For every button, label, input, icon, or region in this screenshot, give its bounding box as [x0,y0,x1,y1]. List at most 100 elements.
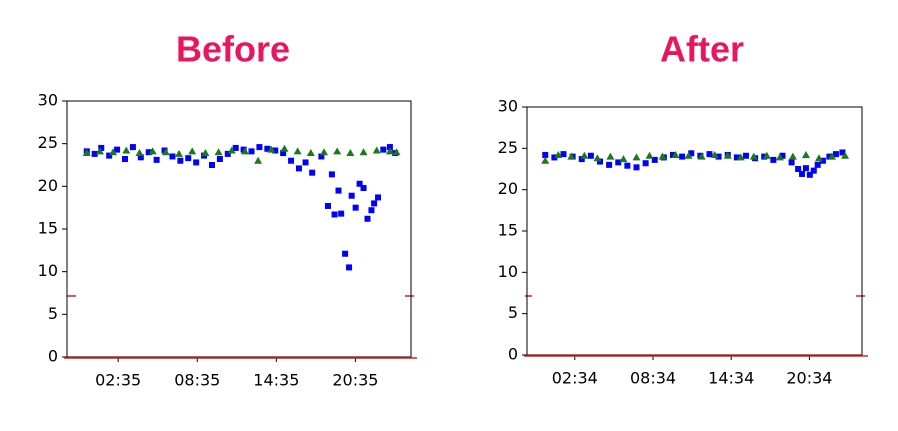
square-point [814,161,821,168]
square-point [806,171,813,178]
square-point [551,154,558,161]
triangle-point [148,147,157,155]
square-point [642,160,649,167]
x-tick-label: 02:34 [552,369,598,388]
square-point [137,154,144,161]
square-point [342,250,349,257]
square-point [161,147,168,154]
x-tick-label: 20:35 [332,371,378,390]
triangle-point [293,147,302,155]
square-point [280,150,287,157]
square-point [153,156,160,163]
triangle-point [385,147,394,155]
square-point [810,167,817,174]
square-point [826,153,833,160]
x-tick-label: 08:35 [174,371,220,390]
square-point [331,211,338,218]
square-point [788,159,795,166]
square-point [264,145,271,152]
square-point [633,164,640,171]
triangle-point [346,149,355,157]
square-point [240,146,247,153]
square-point [679,153,686,160]
square-point [364,215,371,222]
triangle-point [122,146,131,154]
triangle-point [841,151,850,159]
square-point [346,264,353,271]
triangle-point [775,153,784,161]
y-tick-label: 0 [508,345,518,364]
axes-frame [66,100,412,358]
square-point [91,150,98,157]
triangle-point [188,147,197,155]
square-point [360,185,367,192]
triangle-point [280,144,289,152]
x-tick-label: 20:34 [786,369,832,388]
triangle-point [214,148,223,156]
triangle-point [161,148,170,156]
triangle-point [95,147,104,155]
square-point [832,151,839,158]
y-tick-label: 10 [498,262,518,281]
square-point [380,146,387,153]
square-point [624,162,631,169]
triangle-point [392,148,401,156]
triangle-point [736,153,745,161]
triangle-point [541,156,550,164]
chart-title: Before [176,29,290,70]
square-point [651,156,658,163]
square-point [98,144,105,151]
y-tick-label: 5 [508,303,518,322]
square-point [587,152,594,159]
y-tick-label: 5 [48,304,58,323]
square-point [177,157,184,164]
square-point [232,144,239,151]
triangle-point [658,152,667,160]
triangle-point [580,151,589,159]
square-point [335,187,342,194]
triangle-point [606,152,615,160]
triangle-point [593,154,602,162]
square-point [368,207,375,214]
square-point [352,204,359,211]
triangle-point [671,150,680,158]
triangle-point [749,152,758,160]
square-point [375,194,382,201]
square-point [288,157,295,164]
square-point [348,192,355,199]
triangle-point [723,151,732,159]
y-tick-label: 0 [48,347,58,366]
triangle-point [82,149,91,157]
triangle-point [697,152,706,160]
x-tick-label: 14:35 [253,371,299,390]
triangle-point [762,151,771,159]
square-point [795,166,802,172]
square-point [386,144,393,151]
triangle-point [359,148,368,156]
square-point [779,152,786,159]
square-point [742,152,749,159]
square-point [706,151,713,158]
y-tick-label: 30 [498,97,518,116]
x-tick-label: 14:34 [708,369,754,388]
square-point [121,156,128,163]
square-point [688,150,695,157]
square-point [802,165,809,172]
triangle-point [645,151,654,159]
square-point [248,148,255,155]
square-point [606,161,613,168]
x-tick-label: 08:34 [630,369,676,388]
square-point [318,153,325,160]
square-point [770,156,777,163]
square-point [715,153,722,160]
triangle-point [788,152,797,160]
triangle-point [619,155,628,163]
square-point [669,151,676,158]
square-point [819,157,826,164]
square-point [328,171,335,178]
square-point [224,150,231,157]
y-tick-label: 30 [38,91,58,110]
triangle-point [227,146,236,154]
triangle-point [201,149,210,157]
